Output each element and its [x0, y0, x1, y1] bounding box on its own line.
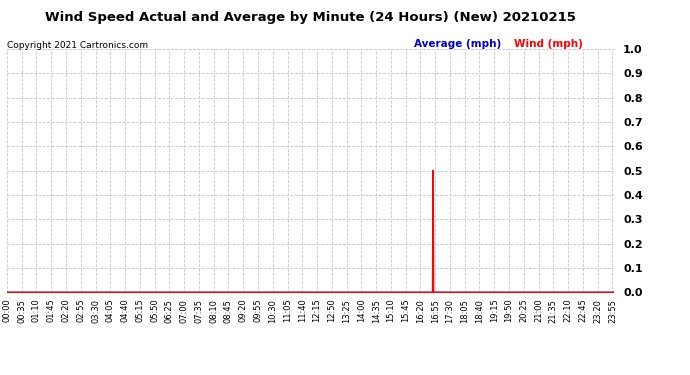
Text: Wind (mph): Wind (mph) — [514, 39, 583, 50]
Text: Copyright 2021 Cartronics.com: Copyright 2021 Cartronics.com — [7, 41, 148, 50]
Text: Average (mph): Average (mph) — [414, 39, 501, 50]
Text: Wind Speed Actual and Average by Minute (24 Hours) (New) 20210215: Wind Speed Actual and Average by Minute … — [45, 11, 576, 24]
